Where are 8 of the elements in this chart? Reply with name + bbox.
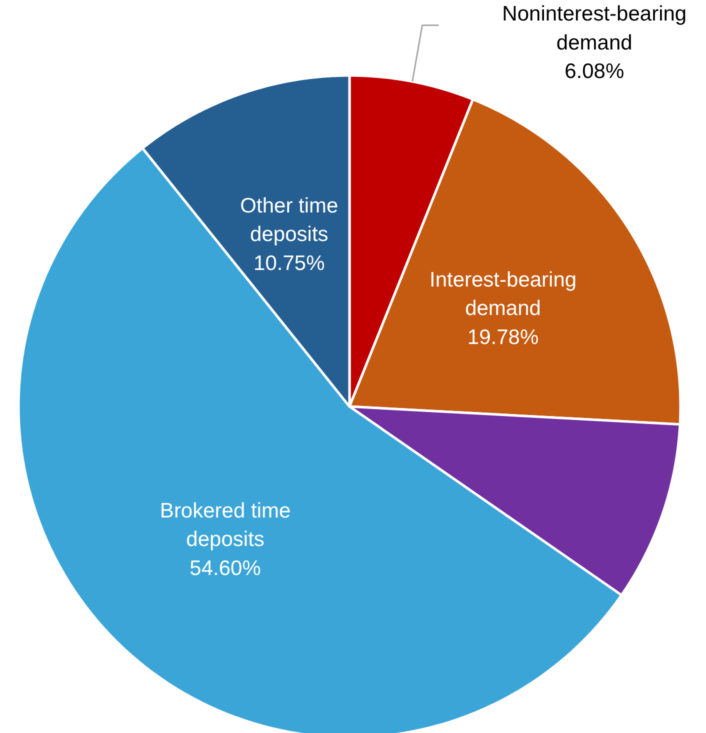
slice-label: Brokered time deposits bbox=[160, 499, 291, 552]
data-label: 6.08% bbox=[564, 60, 624, 84]
slice-label: Other time deposits bbox=[240, 194, 338, 246]
data-label: 19.78% bbox=[467, 326, 539, 349]
slice-label: Interest-bearing demand bbox=[429, 268, 577, 320]
data-label: 54.60% bbox=[190, 556, 261, 580]
data-label: 10.75% bbox=[254, 252, 325, 275]
slice-label: Noninterest-bearing demand bbox=[502, 2, 687, 54]
